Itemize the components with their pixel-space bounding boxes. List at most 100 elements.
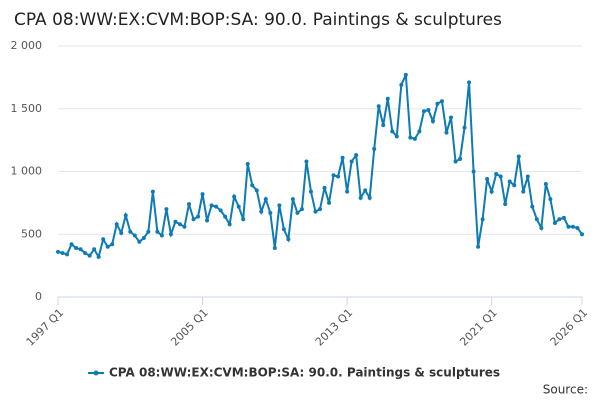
data-point — [65, 252, 70, 257]
data-point — [516, 154, 521, 159]
data-point — [498, 174, 503, 179]
data-point — [525, 174, 530, 179]
data-point — [521, 189, 526, 194]
data-point — [173, 219, 178, 224]
data-point — [449, 115, 453, 120]
data-point — [557, 217, 562, 222]
x-tick-label: 1997 Q1 — [24, 306, 67, 349]
data-point — [119, 230, 124, 235]
y-tick-label: 0 — [35, 290, 42, 303]
data-point — [232, 194, 237, 199]
data-point — [227, 222, 232, 227]
x-tick-label: 2021 Q1 — [457, 306, 500, 349]
data-point — [313, 209, 318, 214]
data-point — [512, 183, 517, 188]
data-point — [480, 217, 485, 222]
data-point — [421, 109, 426, 114]
data-point — [412, 136, 417, 141]
data-point — [200, 192, 205, 197]
data-point — [128, 229, 133, 234]
data-point — [471, 169, 476, 174]
data-point — [105, 244, 110, 249]
data-point — [390, 129, 395, 134]
data-point — [543, 182, 548, 187]
data-point — [399, 82, 404, 87]
data-point — [295, 210, 300, 215]
data-point — [489, 189, 494, 194]
data-point — [132, 233, 137, 238]
data-point — [209, 203, 214, 208]
data-point — [417, 129, 422, 134]
data-point — [254, 188, 259, 193]
y-tick-label: 500 — [21, 227, 42, 240]
data-point — [299, 207, 304, 212]
data-point — [69, 242, 74, 247]
data-point — [155, 229, 160, 234]
data-point — [327, 200, 332, 205]
source: Source: — [543, 383, 588, 397]
data-point — [164, 207, 169, 212]
data-point — [467, 80, 472, 85]
data-point — [462, 125, 467, 130]
data-point — [205, 218, 210, 223]
data-point — [74, 246, 79, 251]
data-point — [96, 254, 101, 259]
data-point — [241, 217, 246, 222]
data-point — [304, 159, 309, 164]
data-point — [394, 134, 399, 139]
data-point — [318, 207, 322, 212]
data-point — [367, 195, 372, 200]
data-point — [476, 244, 481, 249]
data-point — [358, 195, 363, 200]
data-point — [177, 222, 182, 227]
data-point — [218, 208, 223, 213]
legend-label: CPA 08:WW:EX:CVM:BOP:SA: 90.0. Paintings… — [109, 366, 500, 380]
data-point — [408, 135, 413, 140]
data-point — [110, 242, 115, 247]
data-point — [426, 108, 431, 113]
data-point — [507, 179, 512, 184]
x-tick-label: 2005 Q1 — [168, 306, 211, 349]
data-point — [566, 224, 571, 229]
data-point — [308, 189, 313, 194]
data-point — [286, 237, 291, 242]
data-point — [187, 202, 191, 207]
data-point — [196, 214, 201, 219]
data-point — [146, 229, 151, 234]
data-point — [376, 104, 381, 109]
data-point — [78, 247, 83, 252]
data-point — [548, 197, 553, 202]
data-point — [430, 119, 435, 124]
data-point — [114, 222, 119, 227]
y-tick-label: 2 000 — [11, 39, 43, 52]
data-point — [345, 189, 350, 194]
data-point — [403, 72, 408, 77]
x-tick-label: 2026 Q1 — [548, 306, 591, 349]
data-point — [214, 204, 219, 209]
data-point — [236, 204, 241, 209]
data-point — [272, 246, 277, 251]
data-point — [263, 197, 268, 202]
data-point — [530, 204, 535, 209]
data-point — [159, 233, 164, 238]
y-tick-label: 1 000 — [11, 165, 43, 178]
data-point — [444, 130, 449, 135]
data-point — [191, 217, 196, 222]
data-point — [223, 214, 228, 219]
legend-marker — [93, 370, 99, 376]
data-point — [87, 253, 92, 258]
chart-title: CPA 08:WW:EX:CVM:BOP:SA: 90.0. Paintings… — [14, 10, 502, 30]
data-point — [575, 225, 580, 230]
data-point — [494, 172, 499, 177]
data-point — [182, 224, 187, 229]
data-point — [453, 159, 458, 164]
data-point — [349, 159, 354, 164]
y-tick-label: 1 500 — [11, 102, 43, 115]
data-point — [56, 249, 60, 254]
data-point — [385, 96, 390, 101]
data-point — [340, 155, 345, 160]
data-point — [439, 99, 444, 104]
data-point — [580, 232, 584, 237]
data-point — [245, 161, 250, 166]
